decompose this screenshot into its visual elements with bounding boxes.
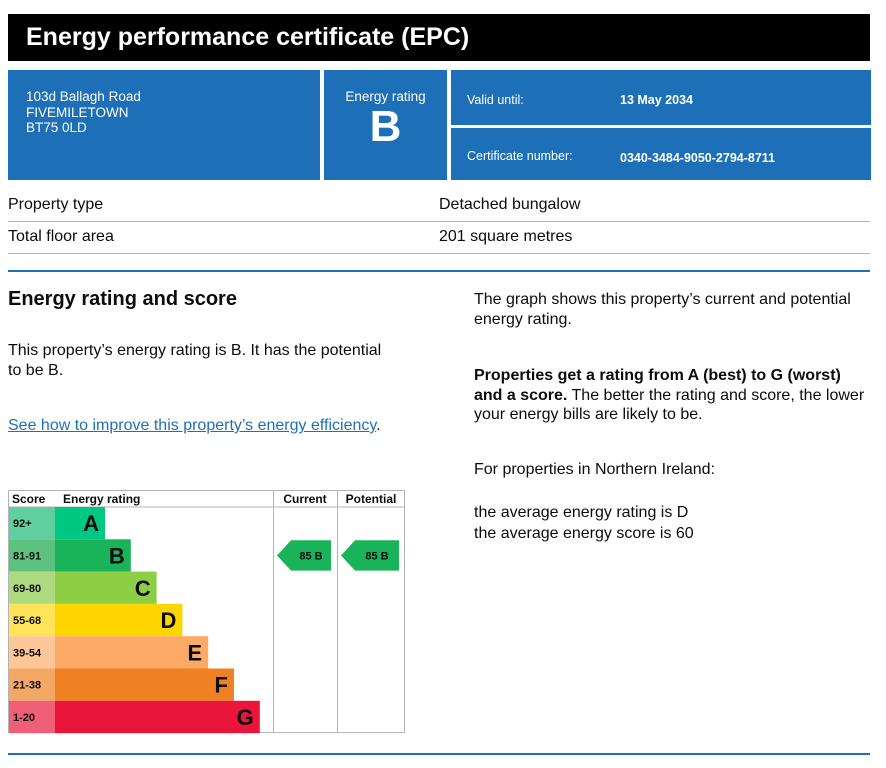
band-score-c: 69-80	[13, 583, 41, 595]
band-score-f: 21-38	[13, 680, 41, 692]
valid-until-panel: Valid until: 13 May 2034	[451, 70, 871, 125]
chart-header-current: Current	[283, 492, 326, 506]
floor-area-value: 201 square metres	[439, 228, 573, 245]
section-heading: Energy rating and score	[8, 288, 237, 310]
band-bar-e	[55, 636, 209, 669]
chart-header-potential: Potential	[346, 492, 397, 506]
ratings-explainer: Properties get a rating from A (best) to…	[474, 366, 870, 425]
floor-area-label: Total floor area	[8, 228, 114, 245]
potential-rating-arrow	[341, 540, 399, 571]
energy-rating-chart: Score Energy rating Current Potential 92+ A 8…	[8, 490, 405, 734]
band-score-cell-c	[9, 571, 55, 604]
ratings-explainer-bold: Properties get a rating from A (best) to…	[474, 367, 841, 404]
band-score-g: 1-20	[13, 712, 35, 724]
chart-header-score: Score	[12, 492, 46, 506]
address-line-2: FIVEMILETOWN	[26, 104, 129, 120]
band-score-cell-d	[9, 603, 55, 637]
ni-label: For properties in Northern Ireland:	[474, 461, 715, 478]
energy-rating-letter: B	[369, 102, 402, 151]
band-letter-g: G	[237, 705, 254, 730]
band-bar-g	[55, 700, 260, 734]
current-rating-label: 85 B	[299, 550, 322, 562]
section-divider	[8, 270, 870, 272]
rating-intro: This property’s energy rating is B. It h…	[8, 342, 382, 379]
average-score: the average energy score is 60	[474, 525, 694, 542]
band-letter-e: E	[188, 640, 203, 665]
band-bar-f	[55, 668, 234, 701]
chart-arrows: 85 B 85 B	[277, 540, 399, 571]
bottom-divider	[8, 753, 870, 755]
improve-link-paragraph: See how to improve this property’s energ…	[8, 416, 388, 436]
band-score-d: 55-68	[13, 615, 41, 627]
property-type-value: Detached bungalow	[439, 196, 581, 213]
current-rating-arrow	[277, 540, 331, 571]
band-letter-c: C	[135, 576, 151, 601]
band-bar-c	[55, 571, 157, 604]
address-panel: 103d Ballagh Road FIVEMILETOWN BT75 0LD	[8, 70, 320, 180]
band-score-cell-a	[9, 507, 55, 540]
address-line-1: 103d Ballagh Road	[26, 89, 141, 104]
band-bar-d	[55, 603, 183, 637]
certificate-number-panel: Certificate number: 0340-3484-9050-2794-…	[451, 128, 871, 180]
link-suffix: .	[376, 417, 381, 434]
band-letter-d: D	[161, 608, 177, 633]
band-score-e: 39-54	[13, 647, 42, 659]
improve-efficiency-link[interactable]: See how to improve this property’s energ…	[8, 417, 377, 434]
valid-until-label: Valid until:	[467, 93, 524, 107]
address-postcode: BT75 0LD	[26, 120, 87, 135]
band-score-cell-g	[9, 700, 55, 734]
band-score-cell-b	[9, 539, 55, 572]
band-score-cell-f	[9, 668, 55, 701]
page-title: Energy performance certificate (EPC)	[8, 14, 870, 61]
graph-note: The graph shows this property’s current …	[474, 291, 851, 328]
chart-bands: 92+ A 81-91 B 69-80 C 55-68 D 39-54 E 21-38 F 1-20 G	[9, 507, 260, 734]
band-bar-a	[55, 507, 105, 540]
energy-rating-panel: Energy rating B	[324, 70, 447, 180]
energy-rating-label: Energy rating	[345, 89, 426, 104]
band-letter-b: B	[109, 543, 125, 568]
ratings-explainer-rest: The better the rating and score, the low…	[474, 386, 865, 424]
band-letter-f: F	[215, 673, 228, 698]
band-score-a: 92+	[13, 518, 32, 530]
band-letter-a: A	[83, 511, 99, 536]
potential-rating-label: 85 B	[365, 550, 388, 562]
band-bar-b	[55, 539, 131, 572]
average-rating: the average energy rating is D	[474, 504, 689, 521]
chart-grid: Score Energy rating Current Potential	[8, 490, 405, 734]
property-type-label: Property type	[8, 196, 104, 213]
band-score-b: 81-91	[13, 550, 41, 562]
floor-area-row: Total floor area 201 square metres	[8, 222, 870, 254]
chart-header-energy-rating: Energy rating	[63, 492, 140, 506]
valid-until-value: 13 May 2034	[620, 93, 693, 107]
certificate-number-label: Certificate number:	[467, 149, 573, 163]
band-score-cell-e	[9, 636, 55, 669]
certificate-number-value: 0340-3484-9050-2794-8711	[620, 151, 775, 165]
property-type-row: Property type Detached bungalow	[8, 190, 870, 222]
